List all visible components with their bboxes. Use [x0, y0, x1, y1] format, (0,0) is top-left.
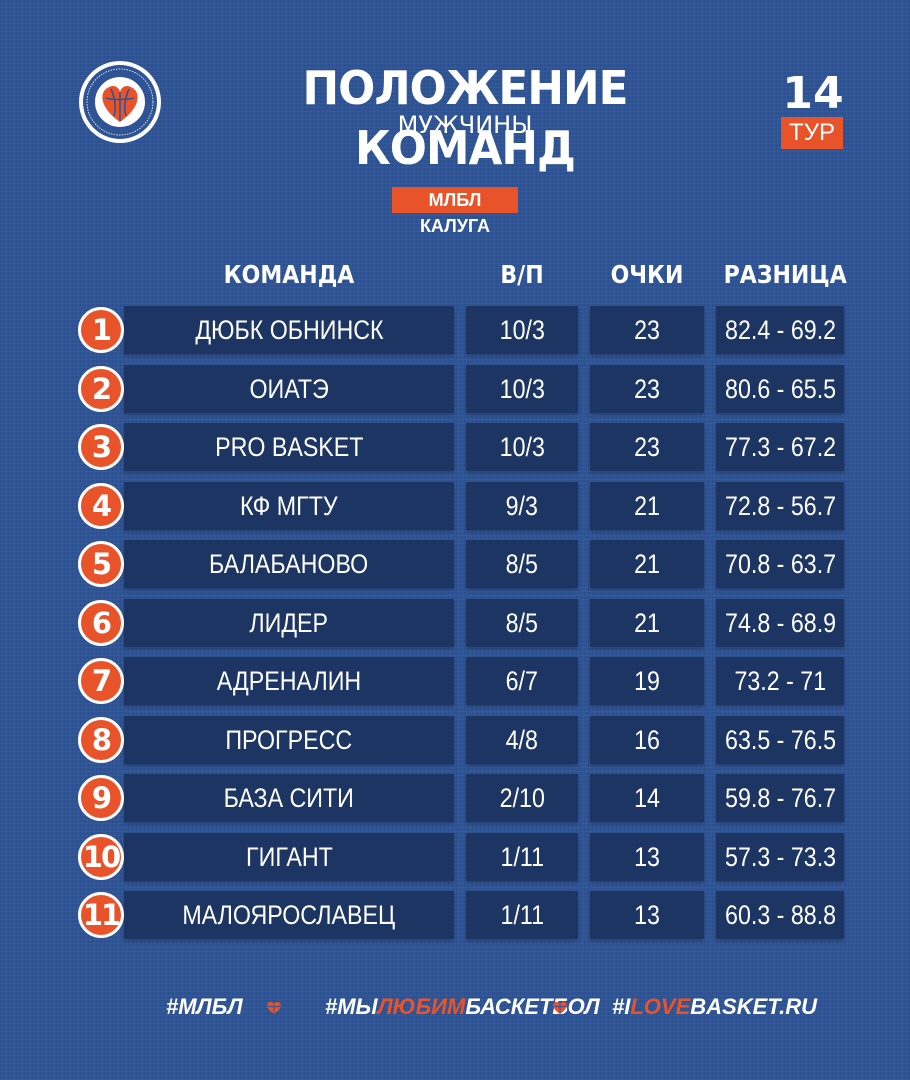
table-row: 1 ДЮБК ОБНИНСК 10/3 23 82.4 - 69.2 — [0, 306, 910, 354]
points-cell: 21 — [590, 599, 704, 647]
table-row: 9 БАЗА СИТИ 2/10 14 59.8 - 76.7 — [0, 774, 910, 822]
table-row: 2 ОИАТЭ 10/3 23 80.6 - 65.5 — [0, 365, 910, 413]
rank-badge: 3 — [78, 424, 124, 470]
diff-cell: 80.6 - 65.5 — [716, 365, 844, 413]
header-team: КОМАНДА — [223, 260, 355, 289]
wl-cell: 1/11 — [466, 891, 578, 939]
diff-cell: 60.3 - 88.8 — [716, 891, 844, 939]
rank-badge: 7 — [78, 658, 124, 704]
points-cell: 13 — [590, 833, 704, 881]
page-title: ПОЛОЖЕНИЕ КОМАНД — [302, 61, 629, 175]
table-row: 6 ЛИДЕР 8/5 21 74.8 - 68.9 — [0, 599, 910, 647]
points-cell: 16 — [590, 716, 704, 764]
hashtag-we-love-basketball: #МЫЛЮБИМБАСКЕТБОЛ — [325, 994, 600, 1019]
team-cell: PRO BASKET — [124, 423, 454, 471]
league-logo-icon — [79, 61, 161, 143]
hashtag-mlbl: #МЛБЛ — [166, 994, 243, 1019]
round-label: ТУР — [781, 117, 843, 149]
team-cell: ДЮБК ОБНИНСК — [124, 306, 454, 354]
points-cell: 21 — [590, 482, 704, 530]
wl-cell: 2/10 — [466, 774, 578, 822]
wl-cell: 10/3 — [466, 365, 578, 413]
table-row: 8 ПРОГРЕСС 4/8 16 63.5 - 76.5 — [0, 716, 910, 764]
footer-hashtags: #МЛБЛ #МЫЛЮБИМБАСКЕТБОЛ #ILOVEBASKET.RU — [0, 990, 910, 1024]
wl-cell: 10/3 — [466, 423, 578, 471]
points-cell: 19 — [590, 657, 704, 705]
table-row: 11 МАЛОЯРОСЛАВЕЦ 1/11 13 60.3 - 88.8 — [0, 891, 910, 939]
rank-badge: 4 — [78, 483, 124, 529]
header-diff: РАЗНИЦА — [723, 260, 847, 289]
team-cell: ГИГАНТ — [124, 833, 454, 881]
wl-cell: 9/3 — [466, 482, 578, 530]
basketball-heart-icon — [267, 1001, 281, 1014]
rank-badge: 1 — [78, 307, 124, 353]
wl-cell: 8/5 — [466, 540, 578, 588]
table-row: 3 PRO BASKET 10/3 23 77.3 - 67.2 — [0, 423, 910, 471]
wl-cell: 8/5 — [466, 599, 578, 647]
points-cell: 14 — [590, 774, 704, 822]
table-row: 4 КФ МГТУ 9/3 21 72.8 - 56.7 — [0, 482, 910, 530]
diff-cell: 72.8 - 56.7 — [716, 482, 844, 530]
points-cell: 13 — [590, 891, 704, 939]
points-cell: 21 — [590, 540, 704, 588]
diff-cell: 73.2 - 71 — [716, 657, 844, 705]
wl-cell: 6/7 — [466, 657, 578, 705]
rank-badge: 6 — [78, 600, 124, 646]
diff-cell: 70.8 - 63.7 — [716, 540, 844, 588]
table-row: 5 БАЛАБАНОВО 8/5 21 70.8 - 63.7 — [0, 540, 910, 588]
team-cell: МАЛОЯРОСЛАВЕЦ — [124, 891, 454, 939]
points-cell: 23 — [590, 365, 704, 413]
rank-badge: 10 — [78, 834, 124, 880]
team-cell: АДРЕНАЛИН — [124, 657, 454, 705]
diff-cell: 63.5 - 76.5 — [716, 716, 844, 764]
table-header: КОМАНДА В/П ОЧКИ РАЗНИЦА — [0, 255, 910, 295]
diff-cell: 59.8 - 76.7 — [716, 774, 844, 822]
table-row: 7 АДРЕНАЛИН 6/7 19 73.2 - 71 — [0, 657, 910, 705]
diff-cell: 57.3 - 73.3 — [716, 833, 844, 881]
diff-cell: 77.3 - 67.2 — [716, 423, 844, 471]
rank-badge: 11 — [78, 892, 124, 938]
page-subtitle: МУЖЧИНЫ — [397, 111, 533, 139]
round-number: 14 — [782, 68, 844, 119]
team-cell: БАЗА СИТИ — [124, 774, 454, 822]
points-cell: 23 — [590, 423, 704, 471]
wl-cell: 1/11 — [466, 833, 578, 881]
rank-badge: 2 — [78, 366, 124, 412]
header-points: ОЧКИ — [610, 260, 684, 289]
diff-cell: 74.8 - 68.9 — [716, 599, 844, 647]
hashtag-ilovebasket: #ILOVEBASKET.RU — [612, 994, 817, 1019]
team-cell: ЛИДЕР — [124, 599, 454, 647]
team-cell: ОИАТЭ — [124, 365, 454, 413]
rank-badge: 9 — [78, 775, 124, 821]
diff-cell: 82.4 - 69.2 — [716, 306, 844, 354]
wl-cell: 4/8 — [466, 716, 578, 764]
header-wl: В/П — [500, 260, 544, 289]
table-row: 10 ГИГАНТ 1/11 13 57.3 - 73.3 — [0, 833, 910, 881]
league-badge: МЛБЛ КАЛУГА — [392, 187, 518, 236]
team-cell: ПРОГРЕСС — [124, 716, 454, 764]
points-cell: 23 — [590, 306, 704, 354]
rank-badge: 5 — [78, 541, 124, 587]
team-cell: БАЛАБАНОВО — [124, 540, 454, 588]
basketball-heart-icon — [553, 1001, 567, 1014]
team-cell: КФ МГТУ — [124, 482, 454, 530]
rank-badge: 8 — [78, 717, 124, 763]
wl-cell: 10/3 — [466, 306, 578, 354]
